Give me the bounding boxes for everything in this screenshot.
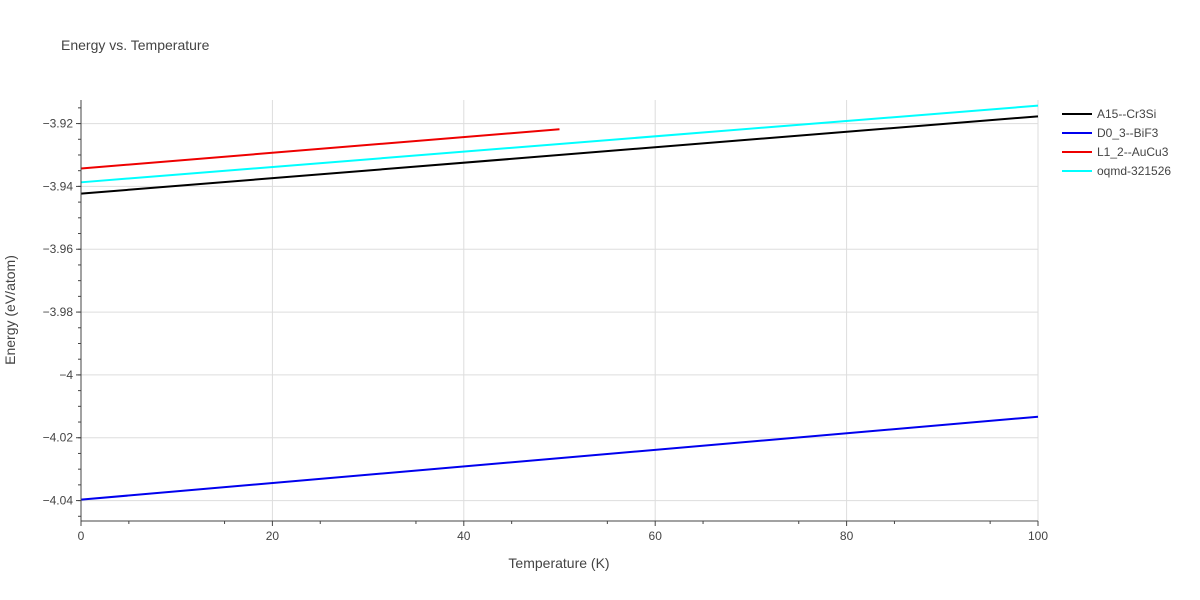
tick-labels: 0 20 40 60 80 100 −4.04 −4.02 −4 −3.98 −3.96 −3.94 −… (43, 107, 1048, 543)
series-line-1 (80, 115, 1039, 195)
legend-label: A15--Cr3Si (1097, 107, 1156, 121)
series-line-2 (80, 415, 1039, 501)
legend[interactable]: A15--Cr3Si D0_3--BiF3 L1_2--AuCu3 oqmd-3215… (1062, 107, 1171, 178)
legend-item-4[interactable]: oqmd-321526 (1062, 164, 1171, 178)
x-tick-label: 60 (649, 529, 663, 543)
series-line-4 (80, 104, 1039, 184)
grid (81, 100, 1039, 521)
x-tick-label: 40 (457, 529, 471, 543)
legend-label: L1_2--AuCu3 (1097, 145, 1169, 159)
y-tick-label: −4.04 (43, 494, 74, 508)
x-tick-label: 100 (1028, 529, 1048, 543)
y-axis-title: Energy (eV/atom) (2, 255, 18, 365)
legend-item-1[interactable]: A15--Cr3Si (1062, 107, 1156, 121)
plot-area (80, 104, 1039, 501)
x-tick-label: 20 (266, 529, 280, 543)
axes (80, 100, 1038, 522)
y-tick-label: −4.02 (43, 431, 74, 445)
legend-label: D0_3--BiF3 (1097, 126, 1159, 140)
legend-label: oqmd-321526 (1097, 164, 1171, 178)
y-tick-label: −4 (59, 368, 73, 382)
y-tick-label: −3.92 (43, 117, 74, 131)
y-tick-label: −3.94 (43, 179, 74, 193)
chart-title: Energy vs. Temperature (61, 37, 210, 53)
legend-item-3[interactable]: L1_2--AuCu3 (1062, 145, 1169, 159)
series-line-3 (80, 128, 560, 170)
y-tick-label: −3.98 (43, 305, 74, 319)
x-axis-title: Temperature (K) (508, 555, 609, 571)
legend-item-2[interactable]: D0_3--BiF3 (1062, 126, 1159, 140)
x-tick-label: 0 (78, 529, 85, 543)
y-tick-label: −3.96 (43, 242, 74, 256)
x-tick-label: 80 (840, 529, 854, 543)
